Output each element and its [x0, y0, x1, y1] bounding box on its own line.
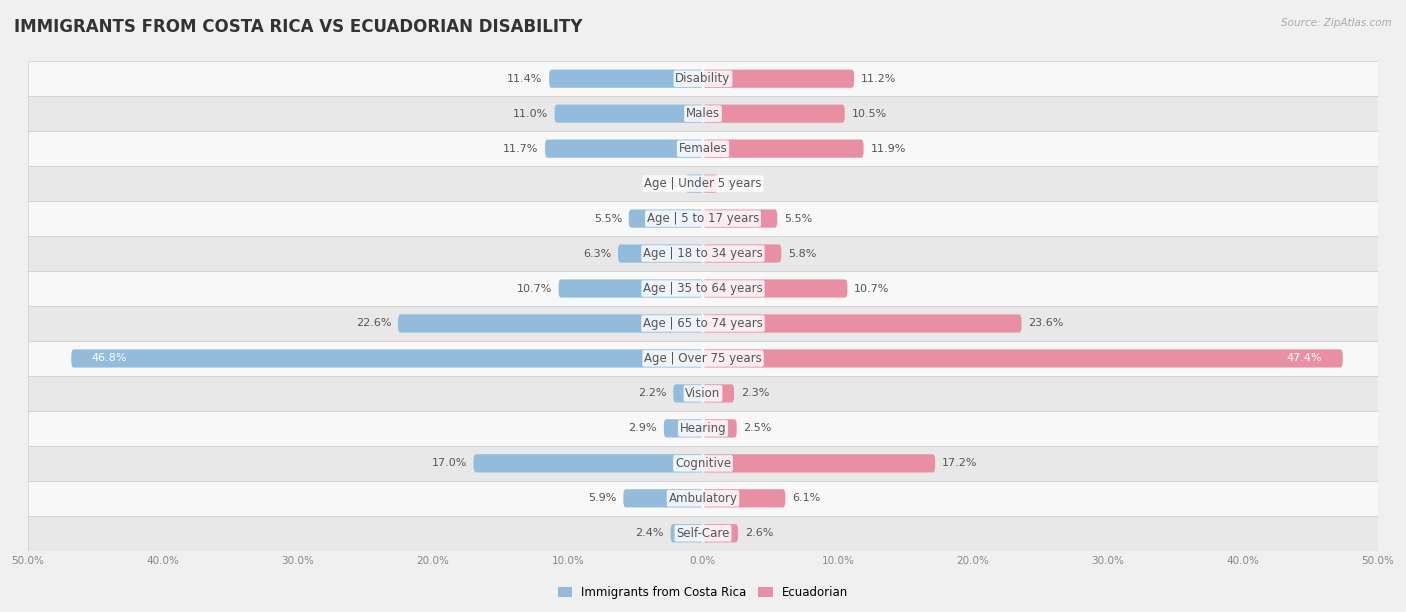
Bar	[28, 341, 1378, 376]
Text: Disability: Disability	[675, 72, 731, 85]
Text: Age | Over 75 years: Age | Over 75 years	[644, 352, 762, 365]
Bar	[28, 166, 1378, 201]
FancyBboxPatch shape	[703, 174, 718, 193]
Text: 1.1%: 1.1%	[724, 179, 752, 188]
FancyBboxPatch shape	[703, 140, 863, 158]
FancyBboxPatch shape	[703, 244, 782, 263]
Text: 10.7%: 10.7%	[855, 283, 890, 294]
Text: Age | 65 to 74 years: Age | 65 to 74 years	[643, 317, 763, 330]
Bar	[28, 411, 1378, 446]
Text: Age | 35 to 64 years: Age | 35 to 64 years	[643, 282, 763, 295]
FancyBboxPatch shape	[474, 454, 703, 472]
Bar	[28, 236, 1378, 271]
FancyBboxPatch shape	[664, 419, 703, 438]
Text: 2.3%: 2.3%	[741, 389, 769, 398]
Text: Males: Males	[686, 107, 720, 120]
FancyBboxPatch shape	[703, 209, 778, 228]
Text: 17.0%: 17.0%	[432, 458, 467, 468]
Text: 2.6%: 2.6%	[745, 528, 773, 539]
FancyBboxPatch shape	[623, 489, 703, 507]
Text: 23.6%: 23.6%	[1028, 318, 1064, 329]
Bar	[28, 201, 1378, 236]
FancyBboxPatch shape	[686, 174, 703, 193]
FancyBboxPatch shape	[703, 349, 1343, 368]
Text: 11.7%: 11.7%	[503, 144, 538, 154]
Text: Source: ZipAtlas.com: Source: ZipAtlas.com	[1281, 18, 1392, 28]
Text: 5.8%: 5.8%	[787, 248, 817, 258]
Text: 47.4%: 47.4%	[1286, 354, 1323, 364]
Text: Vision: Vision	[685, 387, 721, 400]
Text: 5.5%: 5.5%	[785, 214, 813, 223]
Bar	[28, 131, 1378, 166]
Text: Ambulatory: Ambulatory	[668, 492, 738, 505]
Text: 10.5%: 10.5%	[852, 109, 887, 119]
Bar	[28, 96, 1378, 131]
FancyBboxPatch shape	[619, 244, 703, 263]
Text: 46.8%: 46.8%	[91, 354, 127, 364]
Text: Age | 5 to 17 years: Age | 5 to 17 years	[647, 212, 759, 225]
FancyBboxPatch shape	[703, 315, 1022, 332]
Text: 2.4%: 2.4%	[636, 528, 664, 539]
Text: IMMIGRANTS FROM COSTA RICA VS ECUADORIAN DISABILITY: IMMIGRANTS FROM COSTA RICA VS ECUADORIAN…	[14, 18, 582, 36]
FancyBboxPatch shape	[703, 454, 935, 472]
Bar	[28, 516, 1378, 551]
FancyBboxPatch shape	[703, 105, 845, 123]
Text: Self-Care: Self-Care	[676, 527, 730, 540]
FancyBboxPatch shape	[398, 315, 703, 332]
Text: 22.6%: 22.6%	[356, 318, 391, 329]
Text: Cognitive: Cognitive	[675, 457, 731, 470]
Text: 2.5%: 2.5%	[744, 424, 772, 433]
FancyBboxPatch shape	[703, 280, 848, 297]
FancyBboxPatch shape	[546, 140, 703, 158]
FancyBboxPatch shape	[703, 419, 737, 438]
Text: Hearing: Hearing	[679, 422, 727, 435]
FancyBboxPatch shape	[72, 349, 703, 368]
Text: 11.2%: 11.2%	[860, 73, 896, 84]
FancyBboxPatch shape	[554, 105, 703, 123]
Text: 10.7%: 10.7%	[516, 283, 551, 294]
FancyBboxPatch shape	[671, 524, 703, 542]
Legend: Immigrants from Costa Rica, Ecuadorian: Immigrants from Costa Rica, Ecuadorian	[553, 581, 853, 603]
Bar	[28, 271, 1378, 306]
Text: 6.3%: 6.3%	[583, 248, 612, 258]
Bar	[28, 481, 1378, 516]
FancyBboxPatch shape	[703, 489, 786, 507]
Text: 5.5%: 5.5%	[593, 214, 621, 223]
Text: 11.4%: 11.4%	[508, 73, 543, 84]
Text: Females: Females	[679, 142, 727, 155]
FancyBboxPatch shape	[558, 280, 703, 297]
Text: 2.2%: 2.2%	[638, 389, 666, 398]
FancyBboxPatch shape	[703, 524, 738, 542]
Text: 1.3%: 1.3%	[651, 179, 679, 188]
Bar	[28, 446, 1378, 481]
FancyBboxPatch shape	[703, 384, 734, 403]
Text: 2.9%: 2.9%	[628, 424, 657, 433]
Bar	[28, 306, 1378, 341]
Bar	[28, 61, 1378, 96]
FancyBboxPatch shape	[628, 209, 703, 228]
FancyBboxPatch shape	[673, 384, 703, 403]
FancyBboxPatch shape	[703, 70, 855, 88]
Text: Age | Under 5 years: Age | Under 5 years	[644, 177, 762, 190]
Text: Age | 18 to 34 years: Age | 18 to 34 years	[643, 247, 763, 260]
Bar	[28, 376, 1378, 411]
Text: 11.9%: 11.9%	[870, 144, 905, 154]
Text: 5.9%: 5.9%	[588, 493, 617, 503]
Text: 17.2%: 17.2%	[942, 458, 977, 468]
Text: 6.1%: 6.1%	[792, 493, 820, 503]
Text: 11.0%: 11.0%	[513, 109, 548, 119]
FancyBboxPatch shape	[550, 70, 703, 88]
